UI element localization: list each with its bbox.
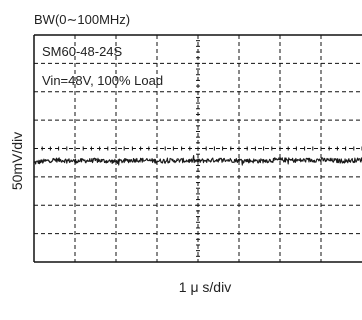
y-axis-label: 50mV/div bbox=[9, 132, 25, 190]
ripple-noise-trace bbox=[33, 155, 362, 166]
trace-point bbox=[217, 159, 220, 161]
plot-frame bbox=[33, 34, 362, 263]
trace-point bbox=[94, 159, 97, 162]
trace-point bbox=[320, 159, 322, 161]
trace-point bbox=[74, 160, 76, 162]
trace-point bbox=[299, 159, 302, 162]
trace-point bbox=[238, 159, 240, 162]
chart-title: BW(0∼100MHz) bbox=[34, 12, 130, 27]
annotation-model: SM60-48-24S bbox=[42, 44, 123, 59]
trace-point bbox=[156, 160, 158, 162]
x-axis-label: 1 μ s/div bbox=[179, 279, 231, 295]
trace-point bbox=[197, 160, 199, 162]
graticule-grid bbox=[33, 34, 362, 263]
annotation-condition: Vin=48V, 100% Load bbox=[42, 73, 163, 88]
plot-area bbox=[33, 34, 362, 263]
trace-point bbox=[115, 160, 117, 163]
trace-point bbox=[258, 160, 261, 162]
trace-point bbox=[53, 159, 56, 161]
trace-point bbox=[135, 159, 138, 161]
trace-point bbox=[340, 160, 343, 162]
trace-point bbox=[279, 159, 281, 161]
trace-point bbox=[176, 159, 179, 162]
